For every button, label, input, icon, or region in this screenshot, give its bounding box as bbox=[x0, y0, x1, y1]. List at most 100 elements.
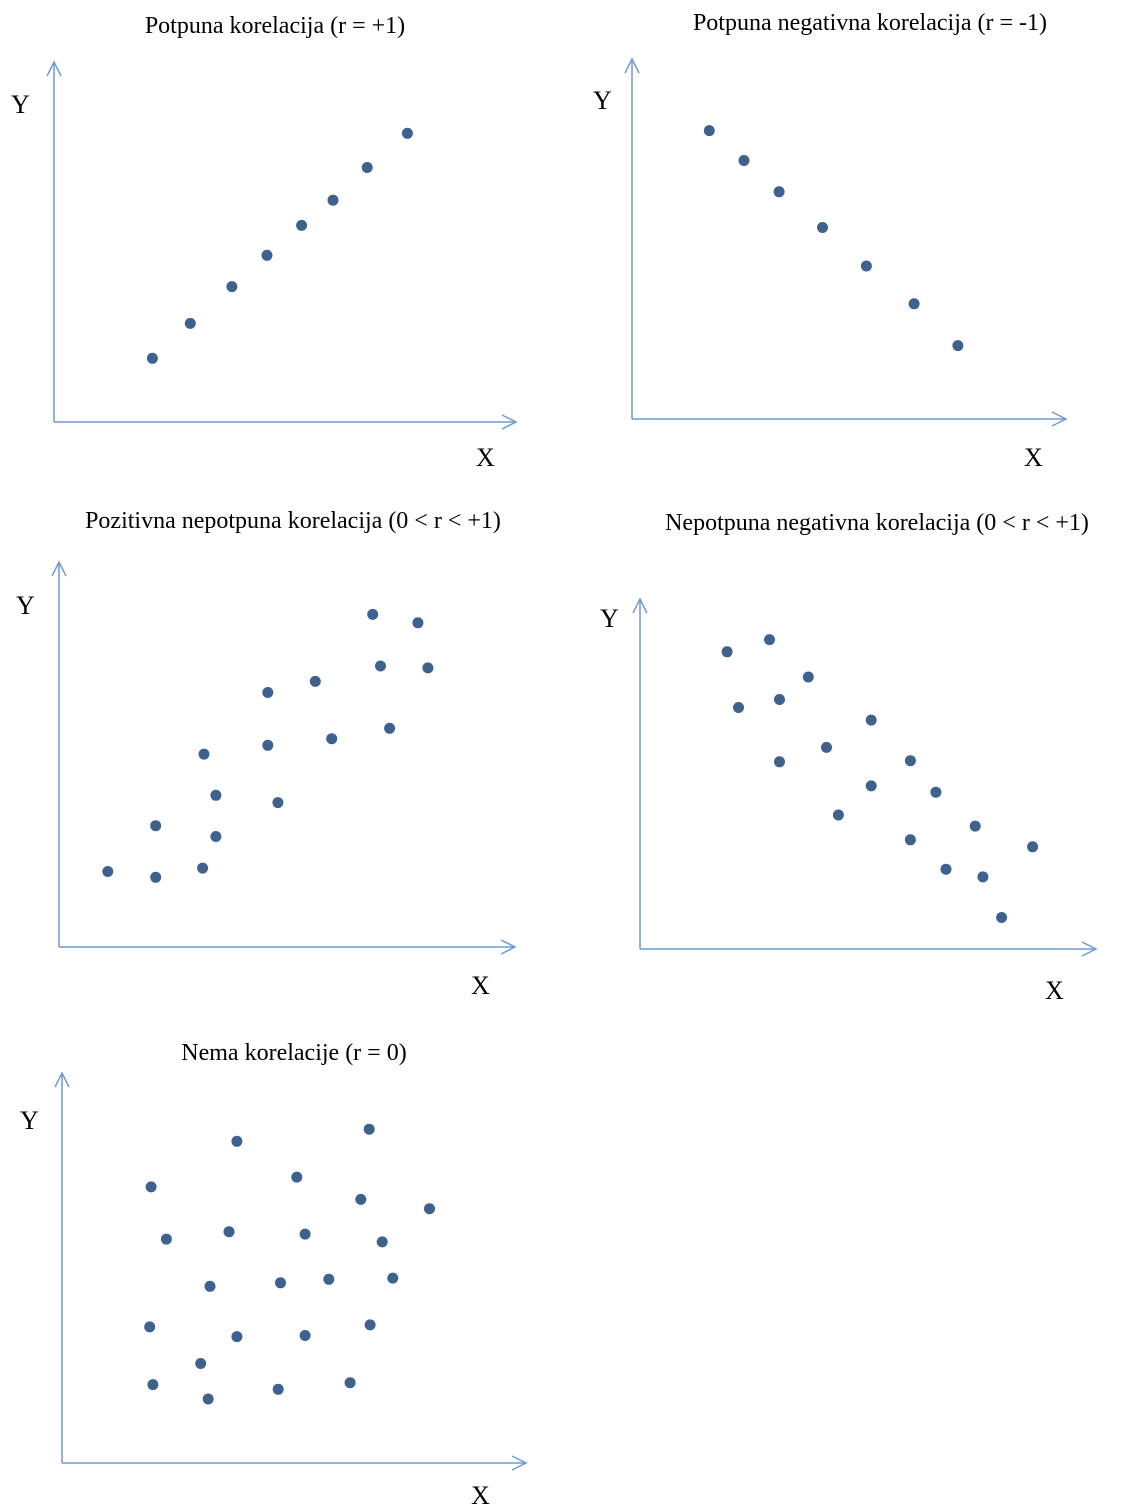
data-point bbox=[261, 249, 273, 261]
data-point bbox=[363, 1123, 375, 1135]
data-point bbox=[147, 1379, 159, 1391]
data-point bbox=[226, 281, 238, 293]
axes bbox=[632, 597, 1098, 957]
data-points bbox=[144, 1123, 435, 1405]
data-point bbox=[231, 1135, 243, 1147]
data-point bbox=[904, 755, 916, 767]
data-point bbox=[309, 675, 321, 687]
y-axis-arrow bbox=[624, 57, 640, 74]
y-axis-arrow bbox=[51, 560, 67, 577]
x-axis-arrow bbox=[501, 414, 518, 430]
data-point bbox=[802, 671, 814, 683]
data-point bbox=[764, 634, 775, 646]
axes bbox=[51, 560, 517, 955]
data-point bbox=[210, 831, 222, 842]
data-point bbox=[204, 1280, 216, 1292]
data-points bbox=[102, 608, 434, 883]
x-axis-label: X bbox=[1024, 443, 1043, 472]
data-point bbox=[184, 317, 196, 329]
data-point bbox=[210, 789, 222, 801]
chart-panel: Pozitivna nepotpuna korelacija (0 < r < … bbox=[16, 508, 517, 1000]
y-axis-label: Y bbox=[600, 604, 619, 633]
data-point bbox=[275, 1277, 286, 1289]
data-point bbox=[904, 834, 916, 846]
data-point bbox=[150, 871, 162, 883]
data-point bbox=[940, 863, 952, 875]
data-point bbox=[195, 1358, 207, 1369]
data-point bbox=[703, 125, 715, 137]
data-point bbox=[291, 1171, 303, 1183]
chart-panel: Nema korelacije (r = 0) Y X bbox=[20, 1040, 528, 1508]
x-axis-label: X bbox=[471, 971, 490, 1000]
x-axis-arrow bbox=[500, 939, 517, 955]
data-point bbox=[355, 1193, 367, 1205]
data-point bbox=[223, 1226, 235, 1238]
chart-title: Nepotpuna negativna korelacija (0 < r < … bbox=[665, 510, 1089, 536]
data-point bbox=[323, 1273, 335, 1285]
data-point bbox=[773, 186, 785, 198]
data-point bbox=[296, 219, 308, 231]
data-point bbox=[738, 155, 750, 166]
data-point bbox=[952, 340, 964, 352]
data-point bbox=[387, 1272, 399, 1284]
data-point bbox=[150, 820, 162, 832]
data-point bbox=[376, 1236, 388, 1248]
data-point bbox=[367, 608, 379, 620]
data-point bbox=[262, 687, 274, 698]
data-point bbox=[160, 1233, 172, 1245]
data-point bbox=[384, 722, 396, 734]
chart-panel: Potpuna negativna korelacija (r = -1) Y … bbox=[593, 10, 1068, 472]
x-axis-arrow bbox=[511, 1455, 528, 1471]
data-point bbox=[202, 1393, 214, 1405]
data-points bbox=[146, 127, 413, 364]
data-points bbox=[703, 125, 964, 352]
data-point bbox=[144, 1321, 156, 1333]
x-axis-label: X bbox=[476, 443, 495, 472]
data-point bbox=[908, 298, 920, 310]
data-point bbox=[865, 780, 877, 792]
chart-title: Pozitivna nepotpuna korelacija (0 < r < … bbox=[85, 508, 501, 534]
data-point bbox=[198, 748, 210, 760]
data-point bbox=[1027, 841, 1039, 853]
x-axis-label: X bbox=[1045, 976, 1064, 1005]
data-points bbox=[721, 634, 1039, 923]
data-point bbox=[262, 739, 274, 751]
data-point bbox=[361, 162, 373, 173]
x-axis-arrow bbox=[1051, 411, 1068, 427]
data-point bbox=[721, 646, 733, 658]
data-point bbox=[344, 1377, 356, 1389]
data-point bbox=[424, 1203, 435, 1215]
data-point bbox=[969, 820, 981, 832]
y-axis-arrow bbox=[54, 1071, 70, 1088]
data-point bbox=[817, 222, 828, 233]
data-point bbox=[145, 1181, 157, 1193]
data-point bbox=[733, 702, 744, 713]
axes bbox=[54, 1071, 528, 1471]
y-axis-arrow bbox=[46, 60, 62, 77]
data-point bbox=[865, 714, 877, 726]
y-axis-label: Y bbox=[593, 86, 612, 115]
data-point bbox=[401, 127, 413, 139]
chart-title: Potpuna korelacija (r = +1) bbox=[145, 13, 405, 39]
data-point bbox=[821, 741, 832, 753]
chart-title: Potpuna negativna korelacija (r = -1) bbox=[693, 10, 1047, 36]
y-axis-label: Y bbox=[11, 90, 30, 119]
x-axis-arrow bbox=[1081, 941, 1098, 957]
data-point bbox=[422, 662, 434, 674]
data-point bbox=[412, 617, 424, 629]
data-point bbox=[375, 660, 386, 672]
y-axis-label: Y bbox=[20, 1106, 39, 1135]
data-point bbox=[102, 866, 114, 877]
data-point bbox=[146, 352, 158, 364]
data-point bbox=[326, 733, 338, 745]
axes bbox=[46, 60, 518, 430]
data-point bbox=[860, 260, 872, 272]
data-point bbox=[327, 194, 339, 206]
data-point bbox=[774, 694, 785, 705]
chart-panel: Nepotpuna negativna korelacija (0 < r < … bbox=[600, 510, 1098, 1005]
data-point bbox=[299, 1228, 311, 1240]
data-point bbox=[977, 871, 989, 883]
data-point bbox=[774, 756, 785, 768]
data-point bbox=[231, 1331, 243, 1343]
